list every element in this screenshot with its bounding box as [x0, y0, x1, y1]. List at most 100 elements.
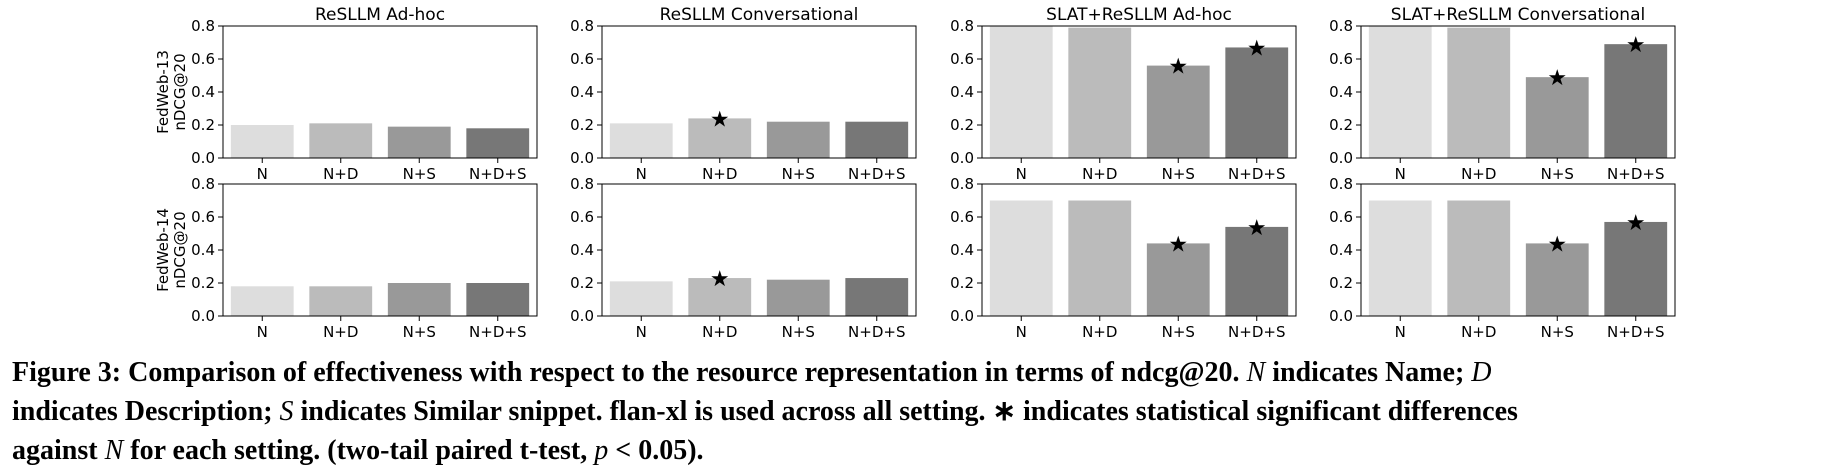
x-tick-label: N+D+S	[848, 165, 905, 183]
y-tick-label: 0.6	[950, 208, 974, 226]
bar	[1525, 243, 1589, 316]
y-tick-label: 0.4	[1329, 241, 1353, 259]
caption-text: indicates Name;	[1265, 357, 1471, 388]
axes-frame	[981, 25, 1297, 159]
caption-text: for each setting. (two-tail paired t-tes…	[123, 435, 594, 466]
y-tick-label: 0.2	[191, 274, 215, 292]
significance-marker: ★	[1547, 232, 1567, 257]
x-tick-label: N	[636, 165, 647, 183]
y-tick-label: 0.2	[191, 116, 215, 134]
y-tick-label: 0.8	[570, 175, 594, 193]
bar	[1604, 44, 1668, 158]
x-tick-label: N	[1016, 323, 1027, 341]
x-tick-label: N+S	[782, 165, 815, 183]
bar	[1368, 26, 1432, 158]
y-axis-label: FedWeb-14	[154, 208, 172, 292]
significance-marker: ★	[1626, 211, 1646, 236]
axes-frame	[601, 25, 917, 159]
axes-frame	[1360, 25, 1676, 159]
significance-marker: ★	[1626, 33, 1646, 58]
x-tick-label: N+S	[403, 165, 436, 183]
subplot-title: ReSLLM Conversational	[660, 5, 859, 25]
caption-text: indicates Description;	[12, 396, 280, 427]
y-tick-label: 0.4	[950, 241, 974, 259]
caption-text: S	[280, 396, 294, 427]
caption-text: N	[1246, 357, 1267, 388]
subplot-title: SLAT+ReSLLM Ad-hoc	[1046, 5, 1232, 25]
bar	[309, 286, 373, 316]
x-tick-label: N+D	[702, 165, 737, 183]
bar	[989, 200, 1053, 316]
y-tick-label: 0.4	[1329, 83, 1353, 101]
x-tick-label: N+D	[1082, 323, 1117, 341]
bar	[466, 283, 530, 316]
caption-text: Figure 3: Comparison of effectiveness wi…	[12, 357, 1247, 388]
y-tick-label: 0.4	[191, 241, 215, 259]
caption-line: indicates Description; S indicates Simil…	[12, 396, 1518, 427]
x-tick-label: N	[1016, 165, 1027, 183]
y-tick-label: 0.4	[570, 241, 594, 259]
x-tick-label: N	[636, 323, 647, 341]
caption-text: < 0.05).	[608, 435, 703, 466]
bar	[1146, 65, 1210, 158]
x-tick-label: N+D	[323, 323, 358, 341]
x-tick-label: N+D	[1461, 165, 1496, 183]
x-tick-label: N+S	[403, 323, 436, 341]
bar	[609, 123, 673, 158]
caption-text: against	[12, 435, 105, 466]
y-tick-label: 0.8	[191, 17, 215, 35]
bar	[989, 26, 1053, 158]
caption-line: Figure 3: Comparison of effectiveness wi…	[12, 357, 1492, 388]
y-tick-label: 0.0	[191, 149, 215, 167]
bar	[688, 118, 752, 158]
x-tick-label: N+D	[1082, 165, 1117, 183]
y-tick-label: 0.6	[191, 50, 215, 68]
significance-marker: ★	[710, 267, 730, 292]
caption-text: p	[592, 435, 608, 466]
y-tick-label: 0.8	[570, 17, 594, 35]
y-tick-label: 0.6	[1329, 50, 1353, 68]
bar	[1368, 200, 1432, 316]
x-tick-label: N+D+S	[1228, 165, 1285, 183]
x-tick-label: N+D+S	[469, 323, 526, 341]
significance-marker: ★	[1168, 232, 1188, 257]
subplot-title: SLAT+ReSLLM Conversational	[1391, 5, 1645, 25]
x-tick-label: N+S	[1541, 165, 1574, 183]
y-tick-label: 0.8	[1329, 17, 1353, 35]
y-axis-label: nDCG@20	[171, 211, 189, 288]
y-tick-label: 0.0	[191, 307, 215, 325]
y-tick-label: 0.2	[570, 274, 594, 292]
x-tick-label: N	[257, 165, 268, 183]
caption-line: against N for each setting. (two-tail pa…	[12, 435, 704, 466]
x-tick-label: N	[257, 323, 268, 341]
y-tick-label: 0.6	[570, 208, 594, 226]
y-tick-label: 0.2	[1329, 274, 1353, 292]
x-tick-label: N+D+S	[469, 165, 526, 183]
caption-text: D	[1470, 357, 1491, 388]
bar	[1447, 27, 1511, 159]
y-axis-label: nDCG@20	[171, 53, 189, 130]
bar	[387, 126, 451, 158]
axes-frame	[222, 25, 538, 159]
y-tick-label: 0.0	[1329, 307, 1353, 325]
axes-frame	[981, 183, 1297, 317]
y-axis-label: FedWeb-13	[154, 50, 172, 134]
x-tick-label: N+S	[1162, 323, 1195, 341]
bar	[845, 278, 909, 316]
y-tick-label: 0.4	[950, 83, 974, 101]
y-tick-label: 0.6	[950, 50, 974, 68]
bar	[766, 121, 830, 158]
significance-marker: ★	[1247, 216, 1267, 241]
x-tick-label: N+D+S	[1607, 323, 1664, 341]
y-tick-label: 0.8	[191, 175, 215, 193]
y-tick-label: 0.0	[950, 307, 974, 325]
bar	[1146, 243, 1210, 316]
x-tick-label: N+D+S	[848, 323, 905, 341]
bar	[1447, 200, 1511, 316]
y-tick-label: 0.8	[1329, 175, 1353, 193]
x-tick-label: N+D	[323, 165, 358, 183]
bar	[1525, 77, 1589, 158]
bar	[688, 278, 752, 316]
bar	[230, 286, 294, 316]
